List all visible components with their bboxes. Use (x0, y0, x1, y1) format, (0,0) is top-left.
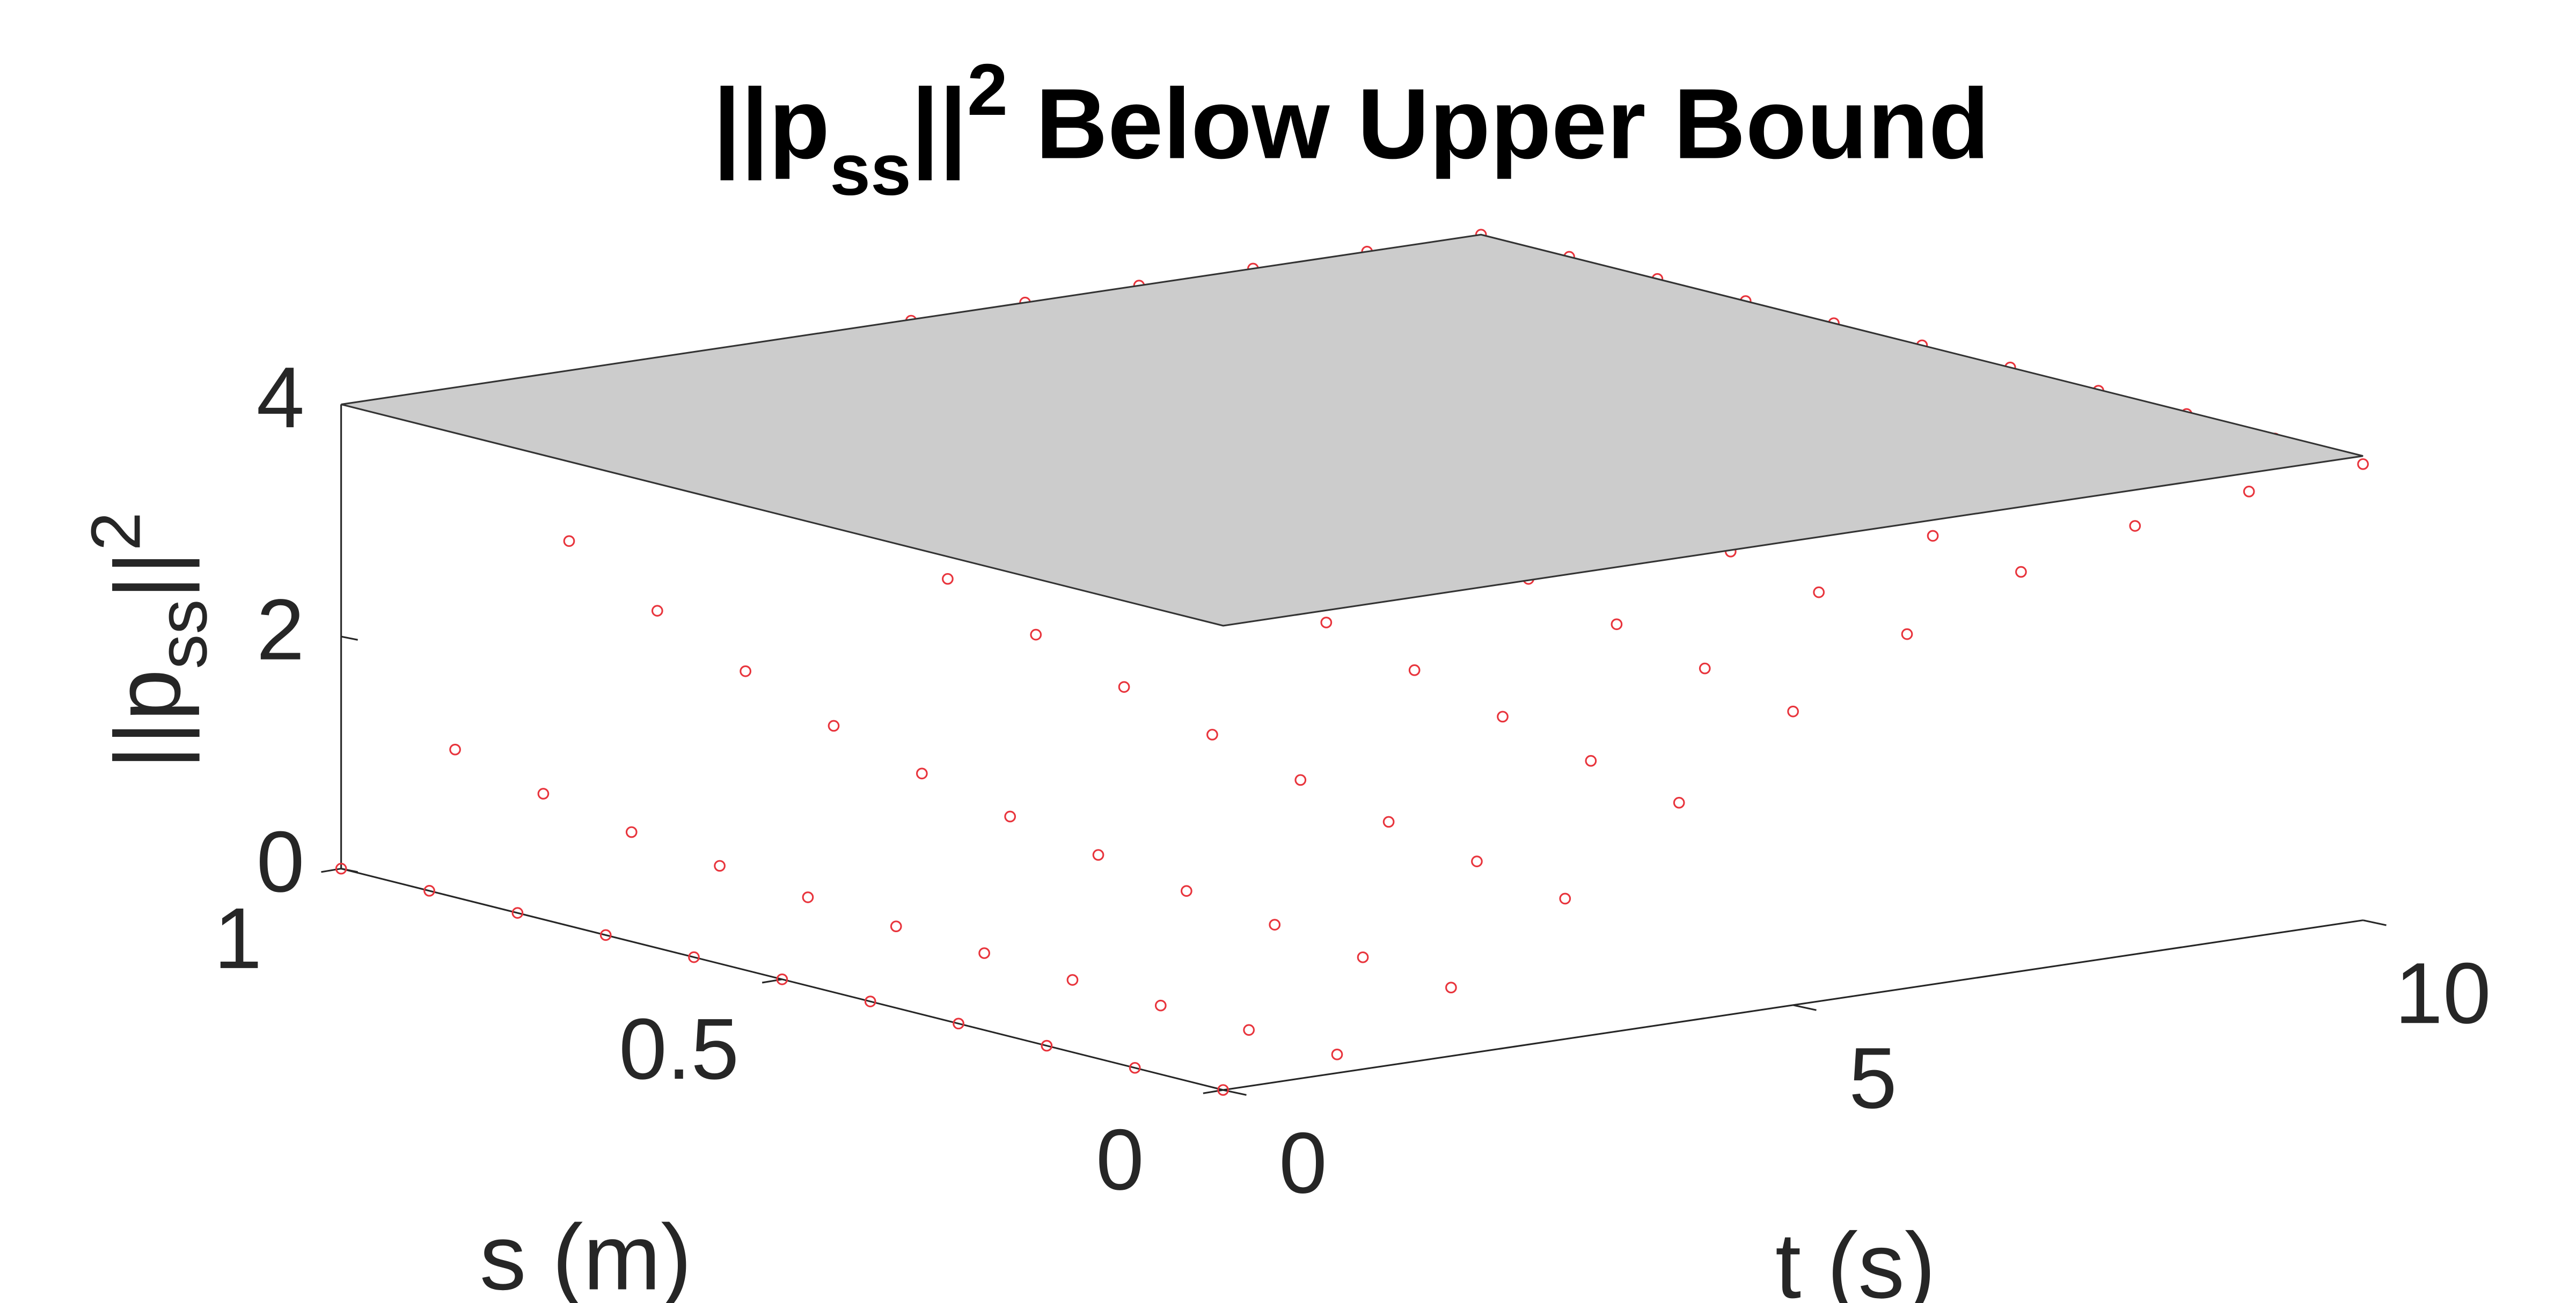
y-tick-label: 1 (214, 890, 262, 987)
x-tick (2362, 919, 2387, 926)
data-point (1181, 885, 1192, 897)
title-part: ||p (713, 69, 830, 180)
data-point (1041, 1040, 1053, 1052)
data-point (1269, 919, 1281, 931)
y-tick (1203, 1089, 1224, 1094)
data-point (1154, 999, 1167, 1012)
data-point (335, 862, 347, 875)
x-tick-label: 0 (1279, 1115, 1327, 1211)
data-point (802, 891, 814, 903)
data-point (1497, 711, 1509, 723)
label-subscript: ss (143, 599, 221, 669)
label-part: ||p (96, 669, 200, 770)
data-point (449, 743, 461, 756)
title-part: || (911, 69, 967, 180)
data-point (1699, 662, 1711, 675)
data-point (916, 767, 928, 780)
data-point (714, 860, 726, 872)
title-part: Below Upper Bound (1008, 69, 1989, 180)
data-point (423, 885, 435, 897)
data-point (1445, 982, 1457, 994)
label-superscript: 2 (76, 512, 155, 551)
y-tick (321, 868, 341, 873)
data-point (2243, 486, 2255, 497)
data-point (1066, 974, 1079, 986)
data-point (740, 665, 752, 677)
data-point (599, 929, 612, 941)
data-point (1408, 664, 1421, 676)
data-point (1217, 1084, 1229, 1096)
data-point (1320, 617, 1333, 628)
data-point (511, 907, 524, 919)
data-point (1471, 855, 1483, 867)
data-point (1382, 816, 1395, 828)
z-tick-label: 2 (257, 582, 305, 678)
z-tick (341, 868, 358, 873)
y-tick-label: 0 (1096, 1111, 1144, 1208)
data-point (1559, 892, 1571, 905)
data-point (942, 573, 954, 585)
title-subscript: ss (830, 128, 911, 210)
data-point (1673, 796, 1685, 809)
data-point (890, 920, 902, 933)
data-point (978, 947, 990, 959)
y-tick-label: 0.5 (619, 1001, 739, 1097)
data-point (864, 995, 876, 1007)
upper-bound-plane (341, 233, 2363, 627)
data-point (1004, 810, 1016, 823)
x-tick-label: 10 (2395, 945, 2491, 1042)
data-point (1129, 1062, 1141, 1074)
z-tick-label: 4 (257, 349, 305, 446)
data-point (953, 1017, 964, 1030)
data-point (651, 605, 663, 617)
data-point (688, 951, 700, 963)
y-axis-label: s (m) (480, 1205, 692, 1303)
data-point (1927, 530, 1939, 542)
data-point (1331, 1048, 1343, 1060)
data-point (1813, 586, 1825, 598)
data-point (537, 788, 550, 800)
z-tick (341, 635, 358, 641)
data-point (1243, 1024, 1255, 1036)
data-point (2357, 458, 2369, 470)
x-axis-label: t (s) (1775, 1213, 1936, 1303)
data-point (828, 720, 840, 732)
data-point (1787, 705, 1799, 718)
x-tick (1223, 1089, 1247, 1096)
data-point (2129, 520, 2141, 532)
data-point (1206, 729, 1218, 741)
x-tick (1792, 1004, 1817, 1011)
chart-title: ||pss||2 Below Upper Bound (713, 48, 1989, 210)
data-point (625, 826, 638, 838)
data-point (1118, 681, 1130, 693)
z-axis-label: ||pss||2 (76, 512, 221, 770)
data-point (776, 973, 788, 985)
label-part: || (96, 551, 200, 599)
data-point (1030, 628, 1042, 641)
z-tick-label: 0 (257, 814, 305, 910)
data-point (563, 535, 575, 547)
data-point (1092, 849, 1104, 861)
data-point (1294, 774, 1307, 786)
data-point (2015, 566, 2027, 578)
x-tick-label: 5 (1849, 1030, 1897, 1126)
y-tick (762, 978, 782, 984)
data-point (1611, 618, 1623, 631)
data-point (1357, 951, 1369, 963)
data-point (1585, 755, 1597, 767)
title-superscript: 2 (967, 48, 1008, 130)
data-point (1901, 628, 1913, 640)
